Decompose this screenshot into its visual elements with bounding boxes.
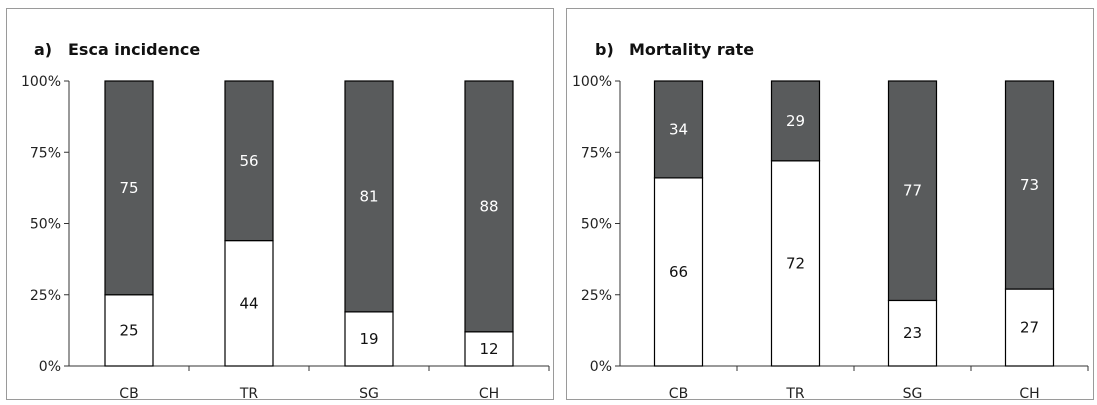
- chart-a-y-tick-label: 50%: [30, 217, 61, 233]
- chart-a-data-label: 56: [239, 152, 258, 170]
- chart-b-title: Mortality rate: [629, 40, 754, 59]
- chart-panel-a: a) Esca incidence 0% 25% 50% 75% 100% CB 25 75 T…: [6, 8, 554, 401]
- chart-b-data-label: 34: [669, 120, 688, 138]
- chart-a-category-label: SG: [359, 386, 379, 401]
- chart-a-bar-segment: [464, 80, 514, 333]
- chart-b-data-label: 72: [786, 254, 805, 272]
- chart-b-title-letter: b): [595, 40, 614, 59]
- chart-a-category-label: CB: [119, 386, 138, 401]
- chart-a-data-label: 81: [359, 187, 378, 205]
- chart-a-category-label: CH: [479, 386, 499, 401]
- chart-b-bar-segment: [1004, 80, 1055, 290]
- chart-b-category-label: CH: [1019, 386, 1039, 401]
- chart-a-y-tick-label: 75%: [30, 145, 61, 161]
- chart-a-bar-segment: [224, 80, 274, 242]
- chart-a-bar-segment: [104, 294, 154, 367]
- chart-b-bar-segment: [653, 80, 704, 179]
- chart-a-svg: a) Esca incidence 0% 25% 50% 75% 100% CB 25 75 T…: [21, 40, 550, 401]
- chart-a-y-tick-label: 100%: [21, 74, 61, 90]
- chart-panel-b: b) Mortality rate 0% 25% 50% 75% 100% CB 66 34 T…: [566, 8, 1094, 401]
- chart-a-data-label: 12: [479, 340, 498, 358]
- chart-b-bar-segment: [1004, 288, 1055, 367]
- chart-a-data-label: 25: [119, 321, 138, 339]
- chart-b-bar-segment: [653, 177, 704, 367]
- chart-a-title-letter: a): [34, 40, 52, 59]
- chart-b-bar-segment: [887, 80, 938, 302]
- chart-a-data-label: 75: [119, 179, 138, 197]
- chart-a-y-tick-label: 0%: [39, 359, 61, 375]
- chart-b-category-label: SG: [903, 386, 923, 401]
- chart-b-data-label: 23: [903, 324, 922, 342]
- chart-b-data-label: 73: [1020, 176, 1039, 194]
- chart-b-bar-segment: [770, 80, 821, 162]
- chart-b-data-label: 66: [669, 263, 688, 281]
- chart-b-svg: b) Mortality rate 0% 25% 50% 75% 100% CB 66 34 T…: [572, 40, 1089, 401]
- chart-a-data-label: 19: [359, 330, 378, 348]
- chart-b-data-label: 27: [1020, 319, 1039, 337]
- chart-a-data-label: 44: [239, 294, 258, 312]
- chart-a-bar-segment: [344, 80, 394, 313]
- chart-b-category-label: CB: [669, 386, 688, 401]
- chart-b-y-tick-label: 25%: [581, 288, 612, 304]
- chart-a-data-label: 88: [479, 197, 498, 215]
- chart-b-y-tick-label: 75%: [581, 145, 612, 161]
- chart-b-category-label: TR: [785, 386, 805, 401]
- chart-b-y-tick-label: 100%: [572, 74, 612, 90]
- chart-a-y-tick-label: 25%: [30, 288, 61, 304]
- chart-b-data-label: 77: [903, 182, 922, 200]
- chart-a-bar-segment: [344, 311, 394, 367]
- chart-b-y-tick-label: 50%: [581, 217, 612, 233]
- chart-a-title: Esca incidence: [68, 40, 200, 59]
- chart-b-data-label: 29: [786, 112, 805, 130]
- chart-a-category-label: TR: [239, 386, 259, 401]
- chart-a-bar-segment: [104, 80, 154, 296]
- chart-b-y-tick-label: 0%: [590, 359, 612, 375]
- chart-b-bar-segment: [770, 160, 821, 367]
